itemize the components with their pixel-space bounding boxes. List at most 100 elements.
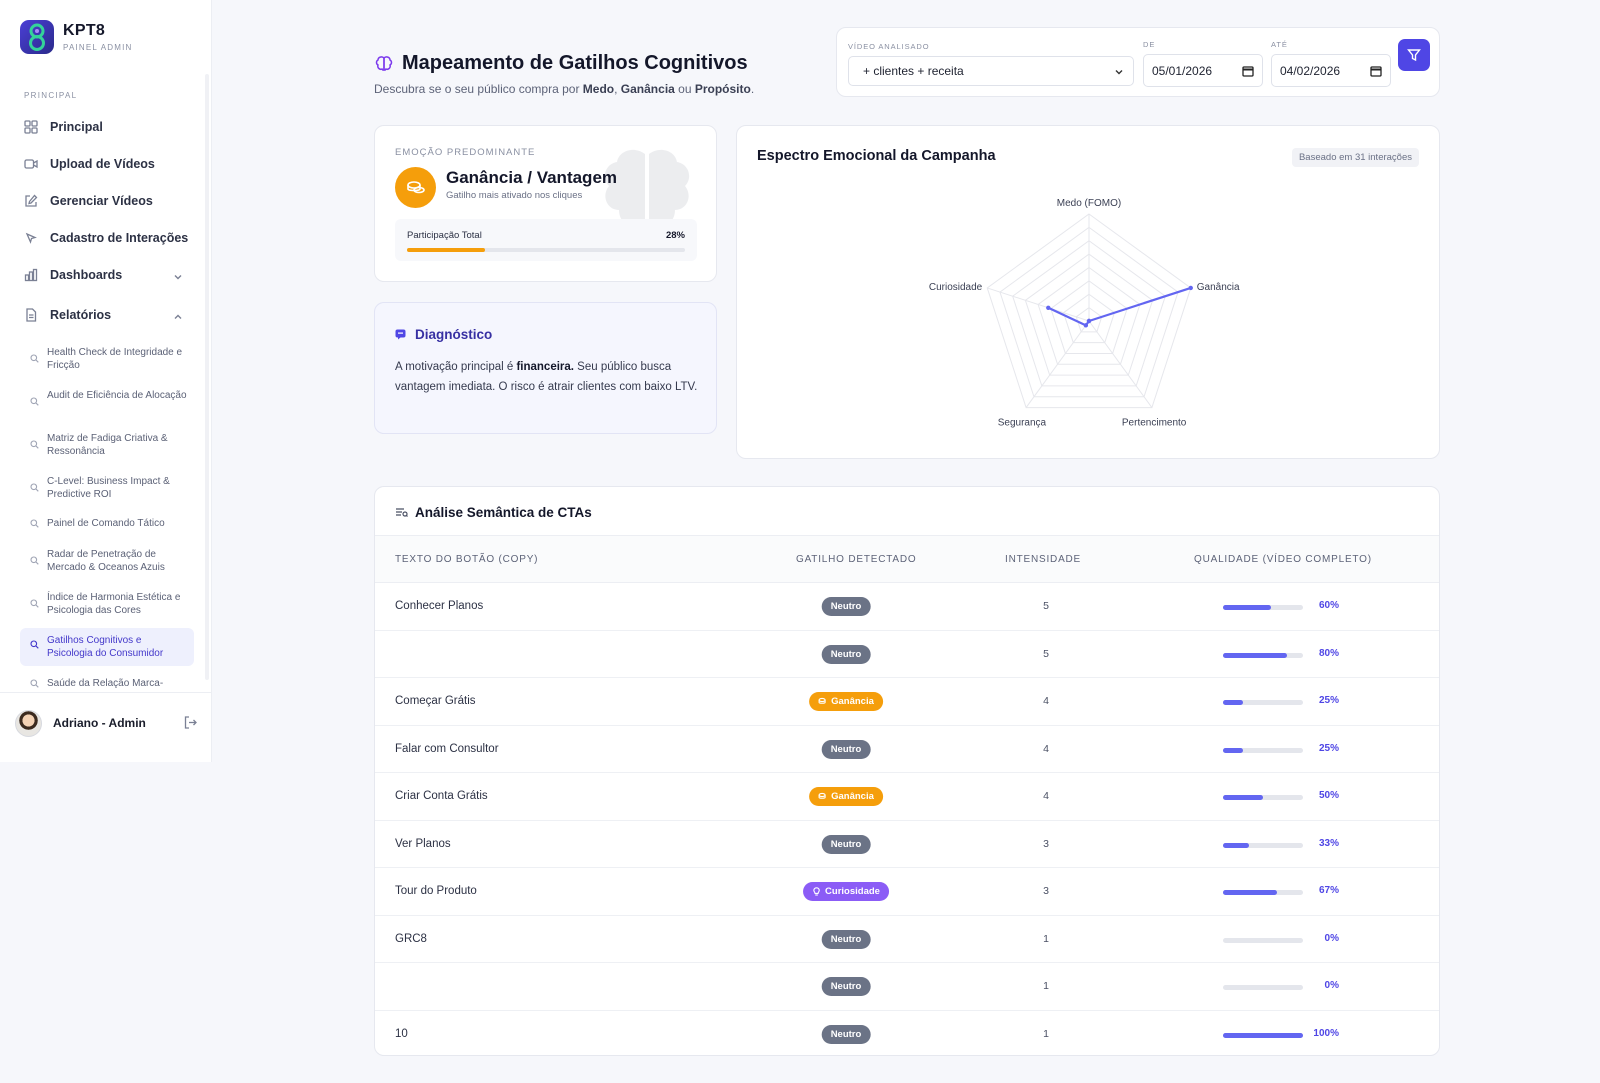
- quality-progress-fill: [1223, 890, 1277, 895]
- cursor-icon: [25, 232, 37, 244]
- column-header-trigger[interactable]: GATILHO DETECTADO: [796, 554, 917, 565]
- subtitle-text: ou: [674, 82, 695, 96]
- intensity-value: 5: [1043, 600, 1049, 612]
- diagnosis-text-bold: financeira.: [516, 361, 574, 373]
- radar-axis-line: [1025, 320, 1090, 408]
- report-item-label: Painel de Comando Tático: [47, 518, 165, 529]
- filter-panel: VÍDEO ANALISADO + clientes + receita DE …: [836, 27, 1440, 97]
- subtitle-bold: Medo: [582, 82, 615, 96]
- sidebar-item-manage[interactable]: Gerenciar Vídeos: [24, 194, 153, 208]
- cta-analysis-card: Análise Semântica de CTAs TEXTO DO BOTÃO…: [374, 486, 1440, 1056]
- report-item[interactable]: Matriz de Fadiga Criativa & Ressonância: [30, 432, 190, 458]
- subtitle-text: Descubra se o seu público compra por: [374, 82, 583, 96]
- emotion-label: EMOÇÃO PREDOMINANTE: [395, 147, 536, 158]
- column-header-intensity[interactable]: INTENSIDADE: [1005, 554, 1082, 565]
- search-icon: [30, 679, 39, 688]
- trigger-badge: Neutro: [821, 929, 871, 949]
- radar-grid-ring: [1024, 253, 1154, 376]
- predominant-emotion-card: EMOÇÃO PREDOMINANTE Ganância / Vantagem …: [374, 125, 717, 282]
- chevron-down-icon[interactable]: [172, 271, 184, 283]
- report-item[interactable]: Saúde da Relação Marca-: [30, 677, 190, 690]
- diagnosis-text-part: A motivação principal é: [395, 361, 517, 373]
- participation-progress: [407, 248, 685, 252]
- quality-progress: [1223, 937, 1303, 943]
- sidebar-item-interactions[interactable]: Cadastro de Interações: [24, 231, 188, 245]
- chevron-up-icon[interactable]: [172, 311, 184, 323]
- search-icon: [30, 640, 39, 649]
- report-item-label: Gatilhos Cognitivos e Psicologia do Cons…: [47, 635, 164, 659]
- list-icon: [396, 508, 408, 517]
- table-row: Conhecer Planos Neutro 5 60%: [375, 583, 1439, 631]
- cta-copy: Tour do Produto: [395, 885, 477, 897]
- page-header: Mapeamento de Gatilhos Cognitivos: [374, 52, 748, 75]
- avatar[interactable]: [15, 710, 42, 737]
- report-item[interactable]: Índice de Harmonia Estética e Psicologia…: [30, 591, 190, 617]
- intensity-value: 1: [1043, 980, 1049, 992]
- participation-label: Participação Total: [407, 230, 482, 241]
- quality-progress: [1223, 700, 1303, 705]
- report-item[interactable]: Audit de Eficiência de Alocação: [30, 389, 190, 406]
- from-date-value: 05/01/2026: [1152, 63, 1213, 78]
- from-date-input[interactable]: 05/01/2026: [1143, 54, 1263, 87]
- radar-axis-label: Curiosidade: [929, 282, 983, 293]
- sidebar-item-label: Cadastro de Interações: [50, 231, 189, 245]
- subtitle-bold: Propósito: [694, 82, 751, 96]
- report-item[interactable]: C-Level: Business Impact & Predictive RO…: [30, 475, 190, 501]
- coins-icon: [818, 792, 826, 799]
- cta-copy: 10: [395, 1027, 408, 1040]
- video-filter-label: VÍDEO ANALISADO: [848, 42, 930, 51]
- report-item-label: Health Check de Integridade e Fricção: [47, 347, 183, 371]
- report-item-active[interactable]: Gatilhos Cognitivos e Psicologia do Cons…: [20, 628, 194, 666]
- quality-progress: [1223, 652, 1303, 658]
- radar-axis-line: [987, 287, 1090, 322]
- report-item[interactable]: Health Check de Integridade e Fricção: [30, 346, 190, 372]
- sidebar-item-reports[interactable]: Relatórios: [24, 308, 111, 322]
- radar-grid-ring: [999, 226, 1179, 398]
- report-item[interactable]: Radar de Penetração de Mercado & Oceanos…: [30, 548, 190, 574]
- quality-value: 33%: [1318, 837, 1339, 849]
- search-icon: [30, 599, 39, 608]
- sidebar-item-principal[interactable]: Principal: [24, 120, 103, 134]
- column-header-copy[interactable]: TEXTO DO BOTÃO (COPY): [395, 554, 539, 565]
- quality-value: 100%: [1313, 1027, 1339, 1039]
- search-icon: [30, 483, 39, 492]
- sidebar-item-label: Gerenciar Vídeos: [50, 194, 153, 208]
- brand[interactable]: KPT8 PAINEL ADMIN: [20, 20, 133, 54]
- calendar-icon: [1370, 66, 1382, 77]
- table-head: TEXTO DO BOTÃO (COPY) GATILHO DETECTADO …: [375, 535, 1439, 583]
- trigger-badge-label: Neutro: [830, 933, 862, 945]
- trigger-badge: Curiosidade: [803, 882, 889, 901]
- sidebar-item-label: Dashboards: [50, 268, 123, 282]
- intensity-value: 4: [1043, 790, 1049, 802]
- diagnosis-text-part: Seu público busca vantagem imediata. O r…: [395, 361, 698, 393]
- quality-value: 80%: [1318, 647, 1339, 659]
- edit-icon: [25, 194, 38, 207]
- trigger-badge: Neutro: [821, 1024, 871, 1044]
- from-date-label: DE: [1143, 40, 1156, 49]
- quality-progress-fill: [1223, 700, 1243, 705]
- radar-data-point: [1046, 305, 1051, 310]
- intensity-value: 3: [1043, 837, 1049, 850]
- diagnosis-text: A motivação principal é financeira. Seu …: [395, 358, 701, 397]
- apply-filter-button[interactable]: [1398, 39, 1430, 71]
- sidebar-item-upload[interactable]: Upload de Vídeos: [24, 157, 155, 171]
- intensity-value: 5: [1043, 647, 1049, 660]
- sidebar-item-dashboards[interactable]: Dashboards: [24, 268, 122, 282]
- to-date-label: ATÉ: [1271, 40, 1288, 49]
- participation-progress-fill: [407, 248, 485, 252]
- logout-icon[interactable]: [183, 715, 198, 730]
- sidebar-scrollbar[interactable]: [205, 74, 209, 680]
- cta-copy: Começar Grátis: [395, 695, 476, 707]
- quality-progress-fill: [1223, 652, 1287, 658]
- brand-subtitle: PAINEL ADMIN: [63, 43, 133, 52]
- to-date-input[interactable]: 04/02/2026: [1271, 54, 1391, 87]
- column-header-quality[interactable]: QUALIDADE (VÍDEO COMPLETO): [1194, 554, 1372, 565]
- report-item[interactable]: Painel de Comando Tático: [30, 517, 190, 530]
- quality-progress: [1223, 605, 1303, 610]
- calendar-icon: [1242, 66, 1254, 77]
- kpt8-logo-icon: [20, 20, 54, 54]
- table-row: Falar com Consultor Neutro 4 25%: [375, 726, 1439, 773]
- video-select[interactable]: + clientes + receita: [848, 56, 1134, 86]
- trigger-badge: Ganância: [809, 787, 883, 806]
- grid-icon: [24, 120, 38, 134]
